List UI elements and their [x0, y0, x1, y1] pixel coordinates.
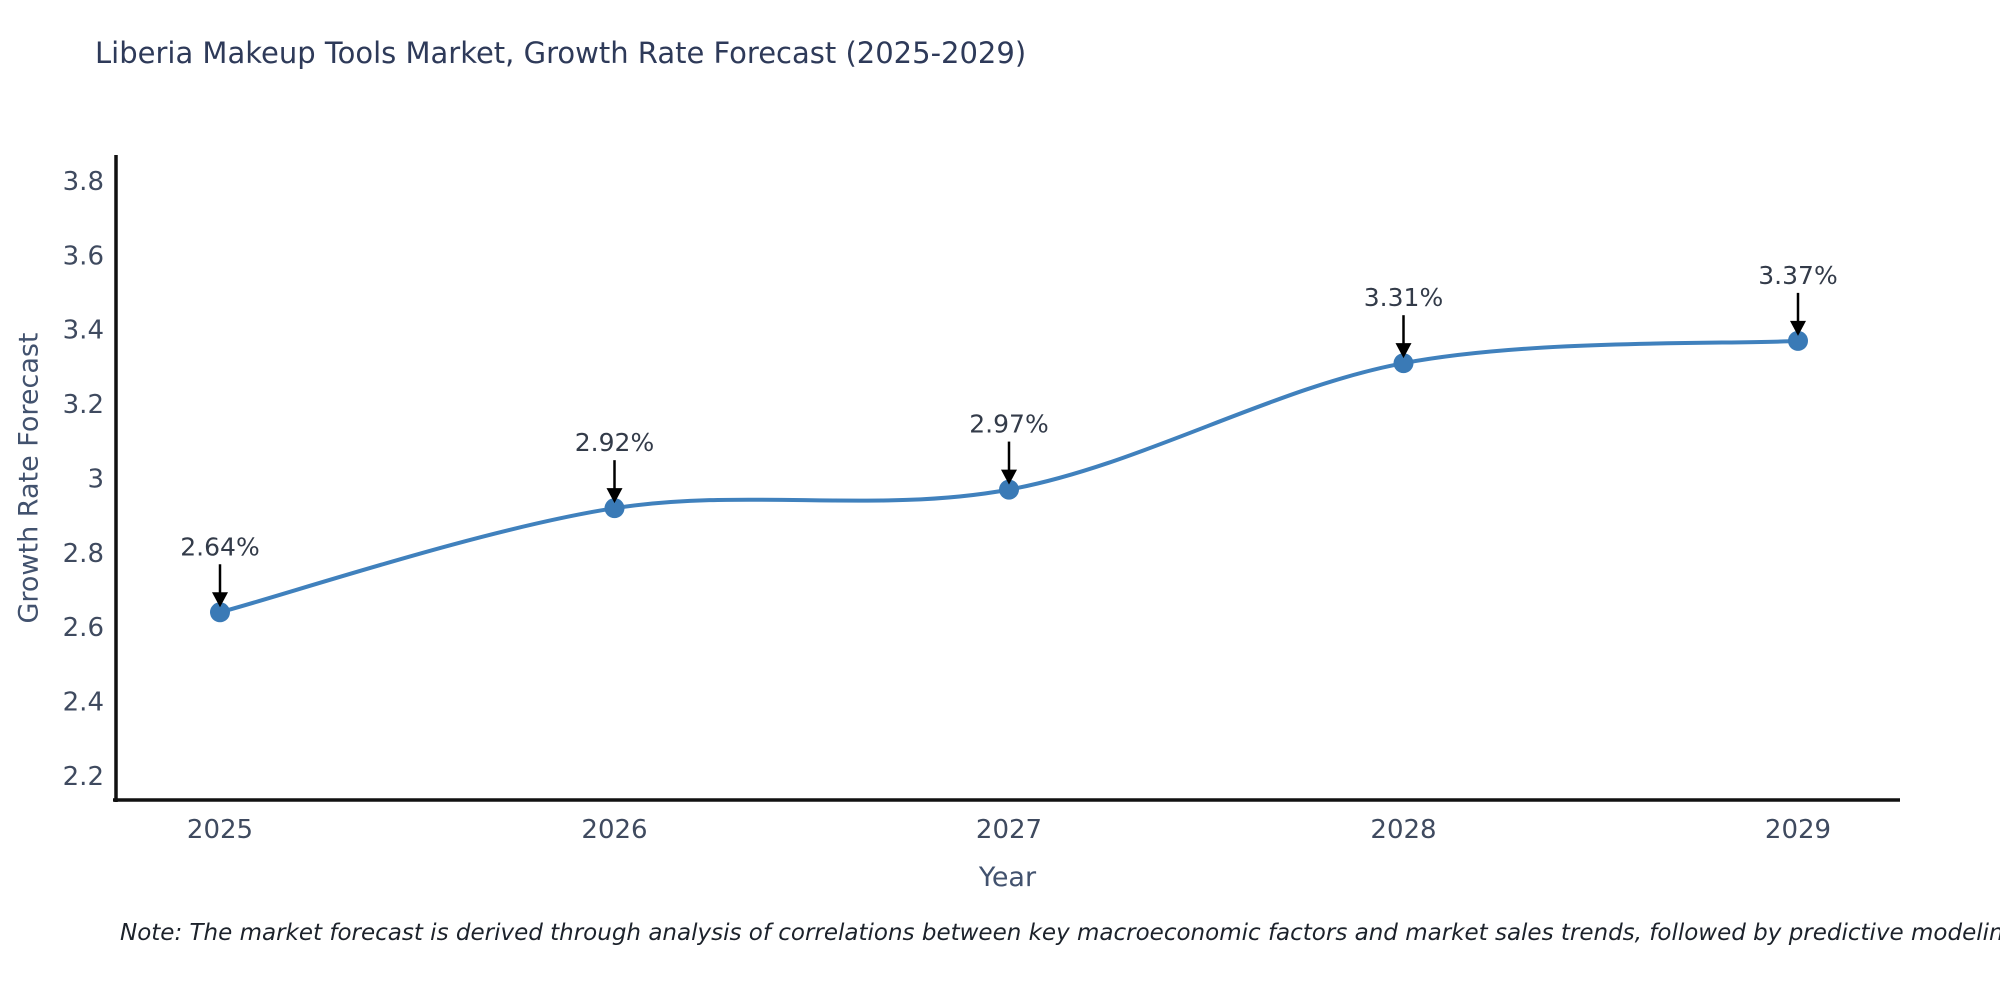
y-tick-label: 2.2	[63, 762, 104, 792]
x-axis-title: Year	[978, 862, 1037, 893]
x-tick-label: 2029	[1765, 815, 1831, 845]
y-tick-label: 3.4	[63, 316, 104, 346]
y-tick-label: 3.6	[63, 241, 104, 271]
annotation-arrowhead	[1395, 343, 1412, 359]
data-point-2025[interactable]	[210, 602, 230, 623]
y-tick-label: 2.6	[63, 613, 104, 643]
annotation-arrowhead	[606, 488, 623, 504]
data-point-2029[interactable]	[1788, 330, 1808, 351]
annotation-arrowhead	[1790, 320, 1806, 336]
x-tick-label: 2027	[976, 815, 1042, 845]
data-point-2027[interactable]	[999, 479, 1019, 500]
point-value-label: 3.31%	[1364, 283, 1443, 312]
y-tick-label: 2.8	[63, 539, 104, 569]
annotation-arrowhead	[1001, 469, 1017, 485]
data-point-2026[interactable]	[604, 498, 625, 519]
x-tick-label: 2028	[1370, 815, 1436, 845]
x-tick-label: 2026	[581, 815, 647, 845]
annotation-arrowhead	[212, 592, 228, 608]
data-point-2028[interactable]	[1393, 353, 1414, 374]
point-value-label: 3.37%	[1758, 261, 1837, 290]
y-tick-label: 3.8	[63, 167, 104, 197]
point-value-label: 2.92%	[575, 428, 654, 457]
y-tick-label: 2.4	[63, 687, 104, 717]
x-tick-label: 2025	[187, 815, 253, 845]
point-value-label: 2.64%	[180, 532, 259, 561]
chart-title: Liberia Makeup Tools Market, Growth Rate…	[95, 36, 1027, 70]
y-tick-label: 3.2	[63, 390, 104, 420]
footnote: Note: The market forecast is derived thr…	[120, 920, 2000, 946]
point-value-label: 2.97%	[969, 410, 1048, 439]
y-tick-label: 3	[87, 464, 104, 494]
